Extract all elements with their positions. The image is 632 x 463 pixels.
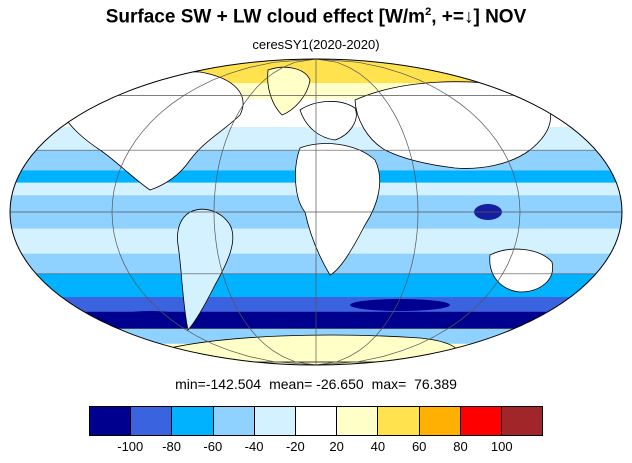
globe-border — [9, 58, 623, 366]
stats-line: min=-142.504 mean= -26.650 max= 76.389 — [0, 376, 632, 392]
longitude-line — [213, 59, 317, 365]
colorbar-ticks: -100 -80 -60 -40 -20 20 40 60 80 100 — [89, 439, 543, 457]
colorbar-tick-label: 60 — [411, 439, 427, 454]
continent-outlines — [59, 66, 553, 363]
longitude-line — [315, 59, 419, 365]
colorbar-tick-label: -80 — [162, 439, 181, 454]
colorbar-swatch — [90, 407, 132, 435]
colorbar-swatch — [337, 407, 379, 435]
stat-mean: mean= -26.650 — [269, 376, 364, 392]
colorbar-tick-label: 80 — [453, 439, 468, 454]
chart-title: Surface SW + LW cloud effect [W/m2, +=↓]… — [105, 6, 527, 28]
colorbar-swatch — [419, 407, 461, 435]
colorbar-tick-label: 100 — [490, 439, 513, 454]
colorbar-tick-label: -60 — [203, 439, 223, 454]
australia — [489, 248, 553, 293]
longitude-line — [111, 59, 317, 365]
colorbar-tick-label: -100 — [117, 439, 144, 454]
colorbar-tick-label: 40 — [370, 439, 386, 454]
longitude-line — [315, 59, 521, 365]
colorbar-swatch — [460, 407, 502, 435]
colorbar — [89, 406, 543, 436]
colorbar-swatch — [172, 407, 214, 435]
colorbar-swatch — [295, 407, 338, 435]
colorbar-tick-label: -20 — [285, 439, 305, 454]
colorbar-tick-label: -40 — [244, 439, 264, 454]
colorbar-tick-label: 20 — [329, 439, 344, 454]
colorbar-swatch — [131, 407, 173, 435]
south-america — [177, 208, 234, 331]
graticule — [10, 59, 622, 365]
colorbar-swatch — [213, 407, 255, 435]
stat-min: min=-142.504 — [175, 376, 262, 392]
colorbar-swatch — [254, 407, 296, 435]
stat-max: max= 76.389 — [371, 376, 457, 392]
southern-ocean-patch-2 — [350, 299, 450, 311]
colorbar-swatch — [501, 407, 543, 435]
chart-subtitle: ceresSY1(2020-2020) — [252, 37, 380, 52]
europe — [299, 101, 357, 141]
colorbar-swatch — [378, 407, 420, 435]
southern-ocean-patch-1 — [115, 311, 185, 325]
africa — [295, 143, 381, 276]
